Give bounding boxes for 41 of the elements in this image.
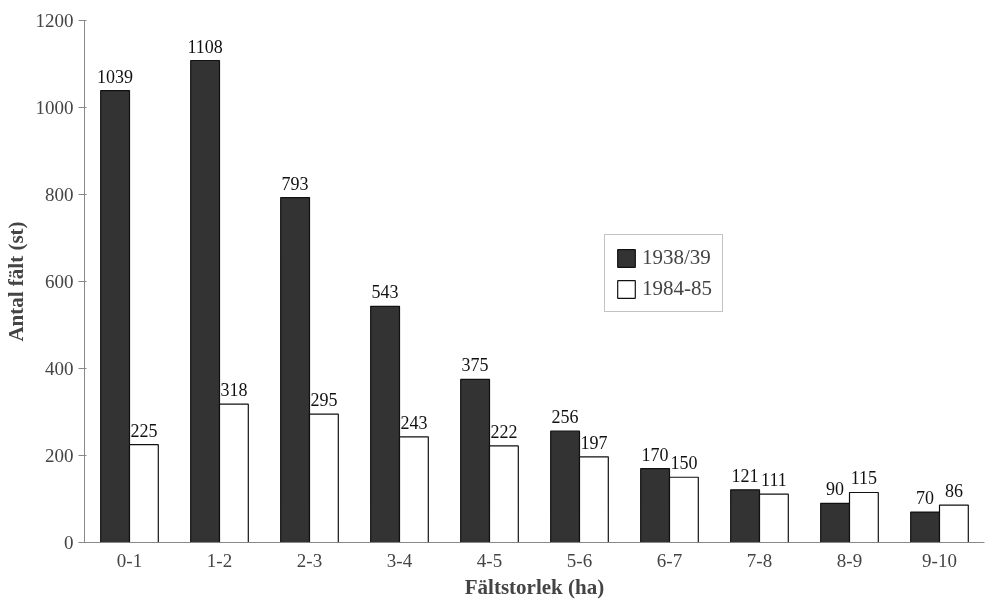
data-label: 170 [641,444,669,465]
data-label: 197 [580,432,608,453]
data-label: 243 [400,412,428,433]
y-axis-title: Antal fält (st) [3,221,28,342]
data-label: 115 [850,468,878,489]
data-label: 70 [916,488,935,509]
x-tick-label: 9-10 [922,549,957,571]
y-tick-label: 800 [45,184,74,205]
x-tick-label: 4-5 [476,549,503,571]
data-label: 318 [220,380,248,401]
y-tick-label: 600 [45,271,74,292]
x-tick-label: 6-7 [656,549,683,571]
data-label: 121 [731,465,759,486]
data-label: 90 [826,479,845,500]
data-label: 111 [761,470,787,491]
y-tick-label: 1200 [35,10,74,31]
x-tick-label: 3-4 [386,549,413,571]
legend-label: 1984-85 [642,276,712,301]
y-tick-label: 1000 [35,97,74,118]
x-tick-label: 0-1 [116,549,143,571]
x-axis-title: Fältstorlek (ha) [464,574,605,599]
x-tick-label: 8-9 [836,549,863,571]
data-label: 295 [310,390,338,411]
data-label: 543 [371,282,399,303]
data-label: 150 [670,453,698,474]
data-label: 793 [281,173,309,194]
y-tick-label: 400 [45,358,74,379]
x-tick-label: 7-8 [746,549,773,571]
legend-label: 1938/39 [642,245,711,270]
data-label: 225 [130,420,158,441]
x-tick-label: 5-6 [566,549,593,571]
data-label: 86 [944,481,963,502]
data-label: 1108 [187,36,223,57]
data-label: 375 [461,355,489,376]
data-label: 256 [551,407,579,428]
x-tick-label: 2-3 [296,549,323,571]
x-tick-label: 1-2 [206,549,233,571]
y-tick-label: 0 [64,532,74,553]
data-label: 222 [490,421,518,442]
data-label: 1039 [97,66,134,87]
y-tick-label: 200 [45,445,74,466]
